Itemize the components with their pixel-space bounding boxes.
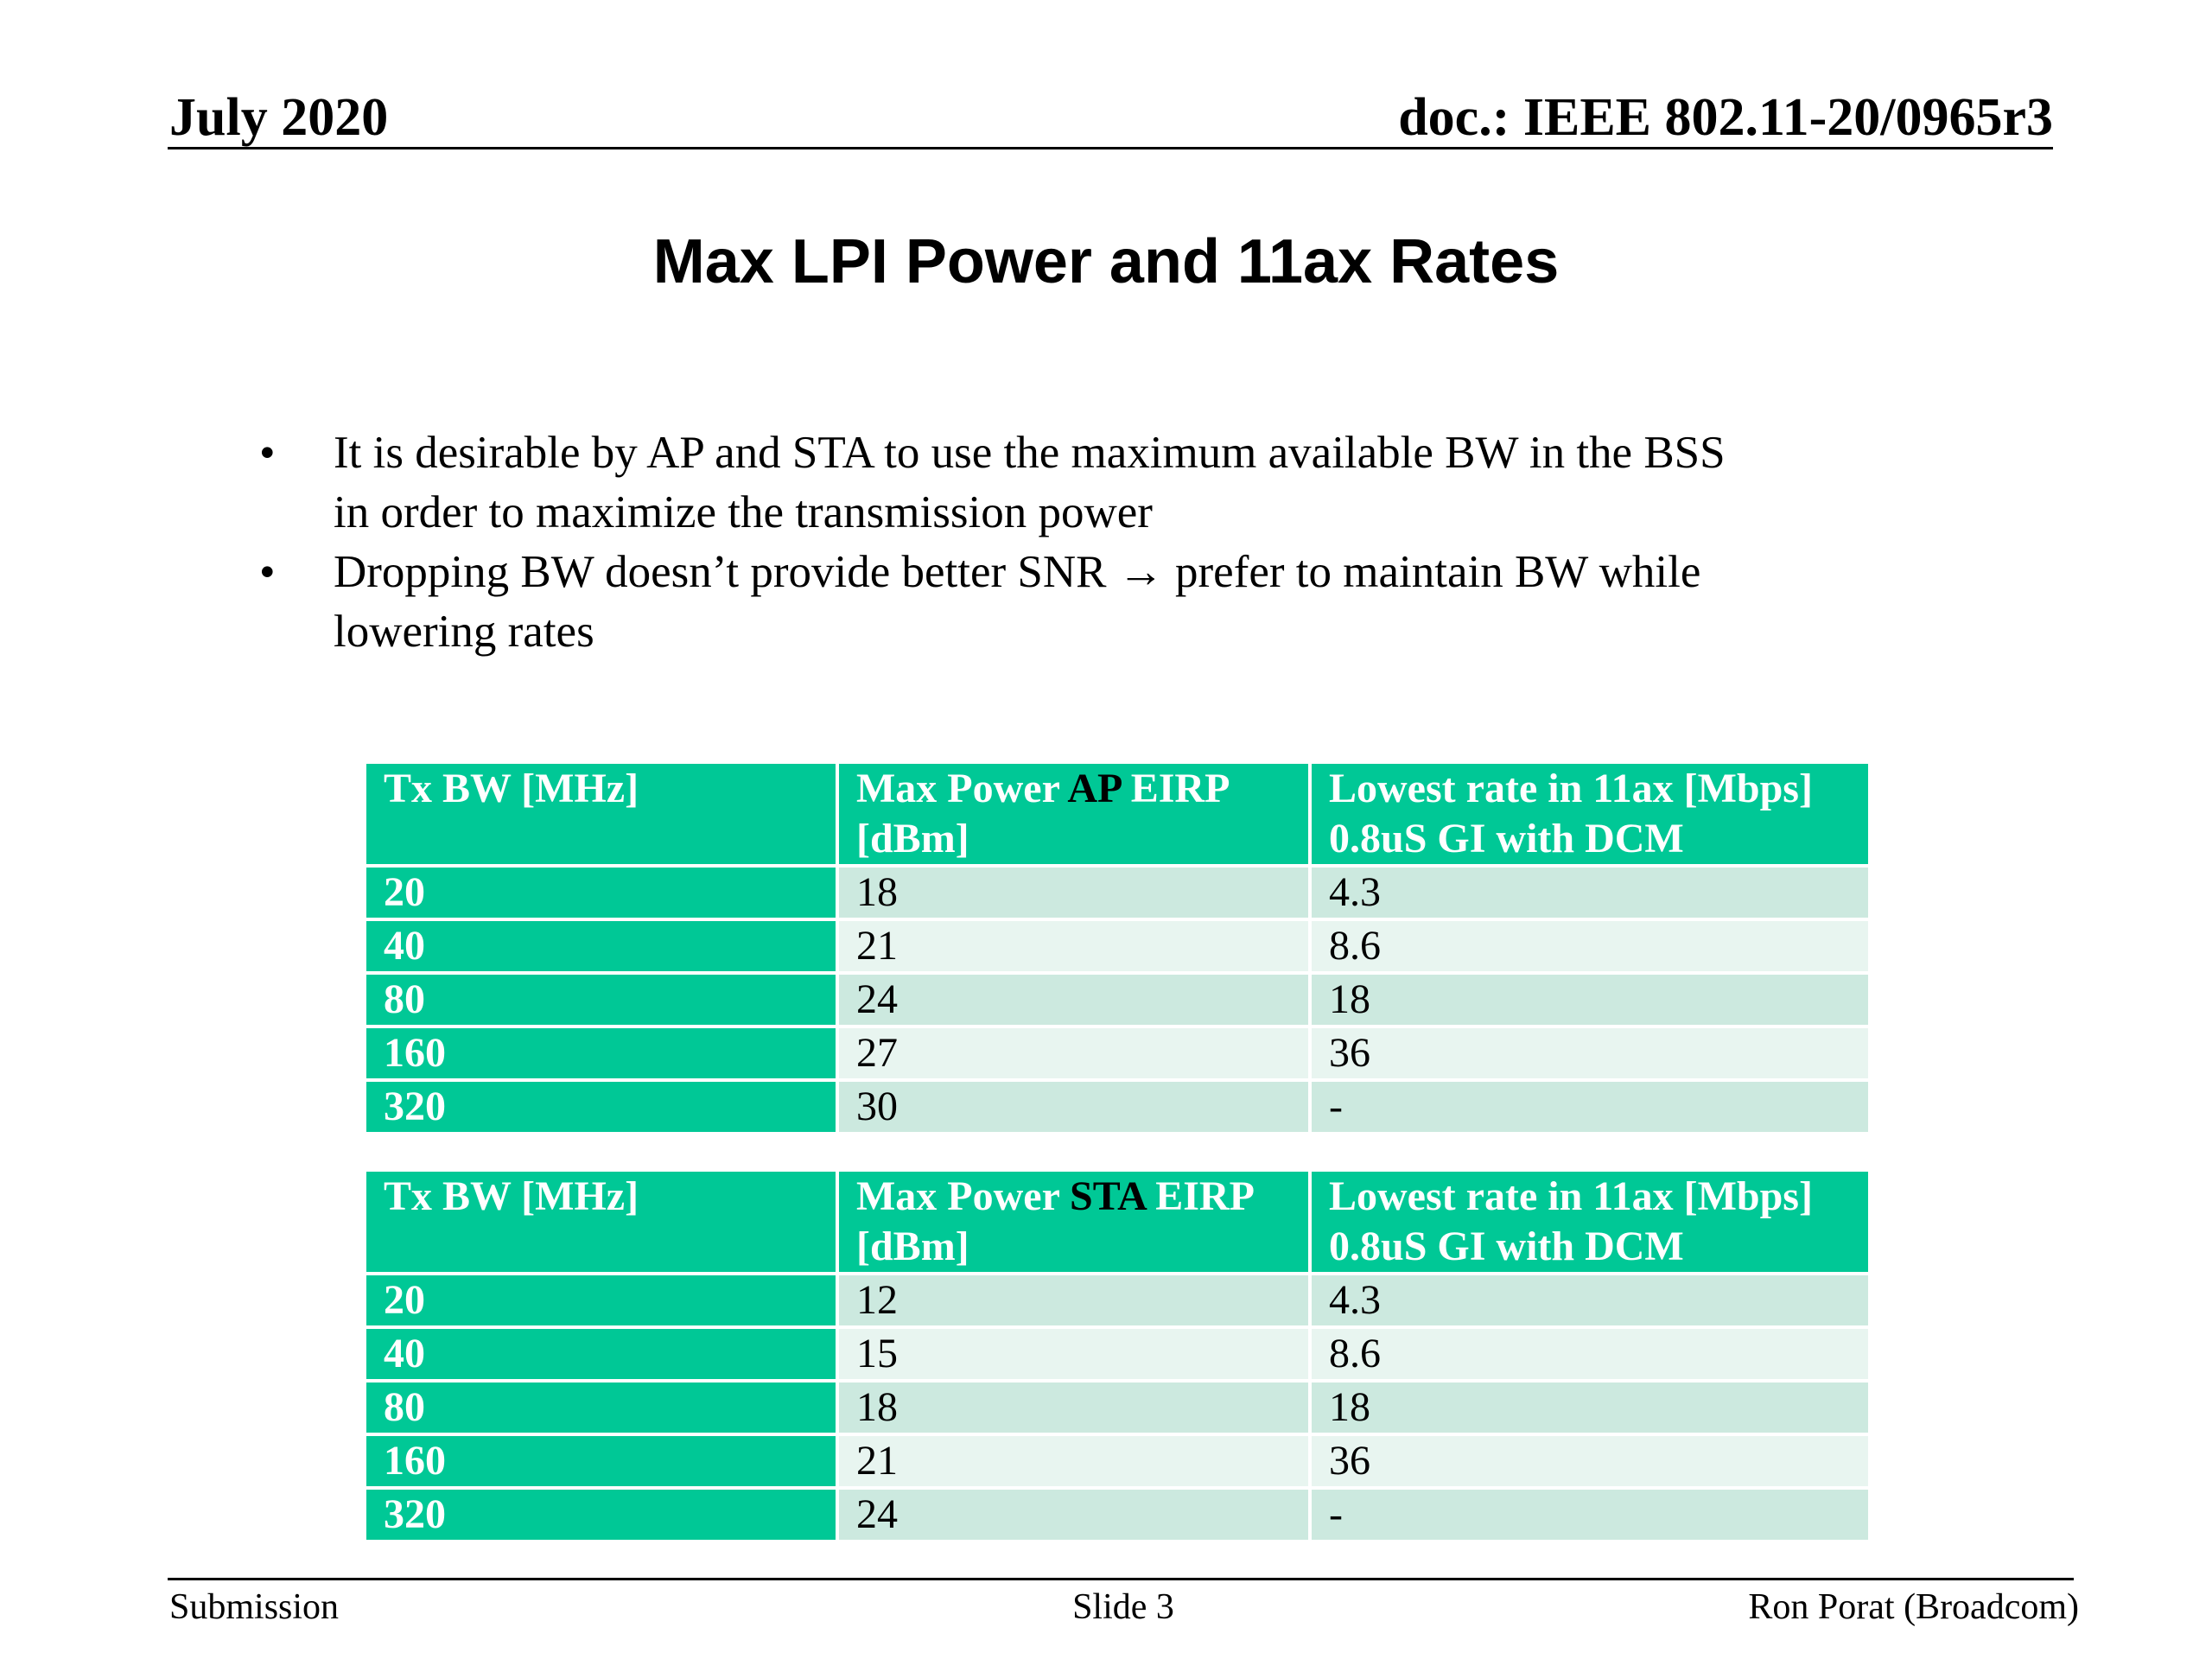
table-row: 80 18 18 — [363, 1379, 1872, 1436]
cell-max-power: 24 — [836, 1486, 1312, 1543]
cell-lowest-rate: 8.6 — [1308, 918, 1872, 975]
bullet-line: Dropping BW doesn’t provide better SNR →… — [334, 547, 1701, 597]
table-row: 160 27 36 — [363, 1025, 1872, 1082]
footer-submission: Submission — [169, 1587, 340, 1627]
cell-lowest-rate: - — [1308, 1486, 1872, 1543]
header-tx-bw: Tx BW [MHz] — [363, 1168, 839, 1275]
table-body: 20 12 4.3 40 15 8.6 80 18 18 160 21 36 320 24- — [363, 1272, 1872, 1543]
cell-tx-bw: 40 — [363, 1325, 839, 1382]
cell-max-power: 18 — [836, 864, 1312, 921]
table-row: 320 30- — [363, 1078, 1872, 1135]
sta-power-table: Tx BW [MHz] Max Power STA EIRP [dBm] Lowe… — [363, 1168, 1872, 1543]
table-header-row: Tx BW [MHz] Max Power STA EIRP [dBm] Lowe… — [363, 1168, 1872, 1275]
header-tx-bw: Tx BW [MHz] — [363, 760, 839, 868]
table-body: 20 18 4.3 40 21 8.6 80 24 18 160 27 36 320 30- — [363, 864, 1872, 1135]
header-lowest-rate: Lowest rate in 11ax [Mbps] 0.8uS GI with … — [1308, 1168, 1872, 1275]
cell-tx-bw: 320 — [363, 1486, 839, 1543]
cell-lowest-rate: 8.6 — [1308, 1325, 1872, 1382]
header-doc-id: doc.: IEEE 802.11-20/0965r3 — [1398, 88, 2053, 147]
table-header-row: Tx BW [MHz] Max Power AP EIRP [dBm] Lowes… — [363, 760, 1872, 868]
bullet-item: • It is desirable by AP and STA to use t… — [259, 423, 1866, 543]
table-row: 20 18 4.3 — [363, 864, 1872, 921]
footer-author: Ron Porat (Broadcom) — [1748, 1587, 2079, 1627]
cell-lowest-rate: 36 — [1308, 1433, 1872, 1490]
table-row: 40 15 8.6 — [363, 1325, 1872, 1382]
bullet-line: in order to maximize the transmission po… — [334, 487, 1153, 537]
header-lowest-rate: Lowest rate in 11ax [Mbps] 0.8uS GI with … — [1308, 760, 1872, 868]
cell-max-power: 21 — [836, 918, 1312, 975]
table-row: 40 21 8.6 — [363, 918, 1872, 975]
cell-max-power: 12 — [836, 1272, 1312, 1329]
bullet-item: • Dropping BW doesn’t provide better SNR… — [259, 543, 1866, 662]
cell-max-power: 15 — [836, 1325, 1312, 1382]
cell-tx-bw: 80 — [363, 1379, 839, 1436]
cell-tx-bw: 80 — [363, 971, 839, 1028]
slide-title: Max LPI Power and 11ax Rates — [652, 227, 1560, 296]
bullet-marker: • — [259, 547, 276, 597]
bullet-line: It is desirable by AP and STA to use the… — [334, 428, 1726, 478]
cell-lowest-rate: 18 — [1308, 1379, 1872, 1436]
table-row: 320 24- — [363, 1486, 1872, 1543]
cell-tx-bw: 320 — [363, 1078, 839, 1135]
table-row: 80 24 18 — [363, 971, 1872, 1028]
cell-lowest-rate: 18 — [1308, 971, 1872, 1028]
cell-tx-bw: 20 — [363, 864, 839, 921]
header-rule — [168, 147, 2053, 149]
header-highlight: AP — [1067, 766, 1121, 811]
cell-max-power: 30 — [836, 1078, 1312, 1135]
cell-tx-bw: 160 — [363, 1433, 839, 1490]
bullet-line: lowering rates — [334, 607, 594, 657]
bullet-list: • It is desirable by AP and STA to use t… — [259, 423, 1866, 662]
cell-max-power: 18 — [836, 1379, 1312, 1436]
footer-slide-number: Slide 3 — [1072, 1587, 1174, 1627]
cell-lowest-rate: 4.3 — [1308, 864, 1872, 921]
cell-tx-bw: 40 — [363, 918, 839, 975]
cell-max-power: 27 — [836, 1025, 1312, 1082]
cell-tx-bw: 20 — [363, 1272, 839, 1329]
cell-lowest-rate: 36 — [1308, 1025, 1872, 1082]
header-max-power: Max Power STA EIRP [dBm] — [836, 1168, 1312, 1275]
bullet-marker: • — [259, 428, 276, 478]
cell-lowest-rate: - — [1308, 1078, 1872, 1135]
cell-tx-bw: 160 — [363, 1025, 839, 1082]
header-max-power: Max Power AP EIRP [dBm] — [836, 760, 1312, 868]
footer-rule — [168, 1578, 2074, 1580]
table-row: 20 12 4.3 — [363, 1272, 1872, 1329]
table-row: 160 21 36 — [363, 1433, 1872, 1490]
cell-max-power: 24 — [836, 971, 1312, 1028]
ap-power-table: Tx BW [MHz] Max Power AP EIRP [dBm] Lowes… — [363, 760, 1872, 1135]
cell-lowest-rate: 4.3 — [1308, 1272, 1872, 1329]
header-highlight: STA — [1070, 1173, 1146, 1219]
header-date: July 2020 — [169, 88, 389, 147]
cell-max-power: 21 — [836, 1433, 1312, 1490]
